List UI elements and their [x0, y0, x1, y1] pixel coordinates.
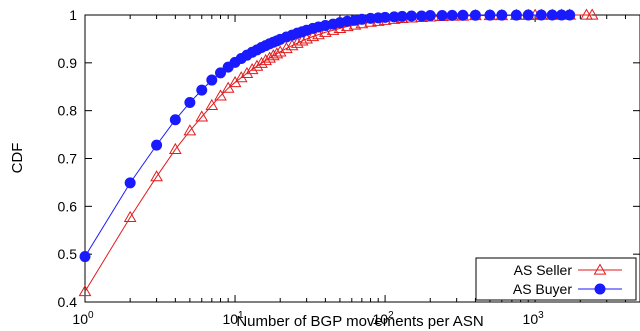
data-point [250, 59, 264, 71]
x-axis-title: Number of BGP movements per ASN [236, 313, 483, 330]
legend-swatches [578, 263, 622, 295]
data-point [496, 9, 508, 21]
data-point [123, 210, 137, 222]
y-tick-label: 1 [69, 7, 77, 23]
data-point [436, 9, 448, 21]
y-axis-title: CDF [9, 143, 26, 174]
data-point [151, 139, 163, 151]
y-tick-label: 0.4 [58, 294, 78, 310]
data-point [234, 71, 248, 83]
data-point [273, 45, 287, 57]
y-tick-label: 0.7 [58, 151, 78, 167]
data-point [306, 30, 320, 42]
data-point [484, 9, 496, 21]
data-point [270, 47, 284, 59]
data-point [245, 63, 259, 75]
data-point [469, 9, 481, 21]
y-tick-label: 0.9 [58, 55, 78, 71]
data-point [266, 49, 280, 61]
tick-labels: 0.4 0.5 0.6 0.7 0.8 0.9 1 100 101 102 103 [58, 7, 545, 327]
data-point [535, 9, 547, 21]
data-point [300, 32, 313, 44]
data-point [124, 177, 136, 189]
series-line [84, 14, 593, 292]
data-point [150, 170, 163, 182]
data-point [510, 9, 522, 21]
data-point [169, 114, 181, 126]
data-point [221, 81, 235, 93]
data-point [546, 9, 558, 21]
data-point [263, 51, 276, 63]
x-tick-label: 103 [523, 310, 545, 327]
legend-label-buyer: AS Buyer [513, 281, 572, 297]
legend-marker [593, 263, 607, 275]
data-point [196, 84, 208, 96]
legend-label-seller: AS Seller [514, 262, 573, 278]
y-tick-label: 0.5 [58, 246, 78, 262]
legend: AS Seller AS Buyer [475, 257, 637, 301]
series-line [84, 14, 570, 257]
data-point [406, 10, 418, 22]
data-point [424, 9, 436, 21]
data-point [79, 251, 91, 263]
data-point [585, 8, 599, 20]
x-tick-label: 100 [72, 310, 94, 327]
data-point [168, 142, 182, 155]
data-point [280, 41, 293, 54]
data-point [290, 36, 304, 48]
y-tick-label: 0.8 [58, 103, 78, 119]
data-point [240, 66, 254, 78]
series-as-buyer [79, 9, 576, 263]
data-point [564, 9, 576, 21]
data-point [396, 10, 408, 22]
data-point [184, 97, 196, 109]
y-tick-label: 0.6 [58, 198, 78, 214]
data-point [295, 34, 309, 46]
data-point [78, 284, 92, 297]
data-point [446, 9, 458, 21]
series-layer [78, 8, 599, 297]
x-tick-label: 101 [222, 310, 244, 327]
data-point [205, 98, 219, 111]
legend-marker [594, 283, 606, 295]
data-point [379, 11, 391, 23]
data-point [522, 9, 534, 21]
data-point [580, 8, 593, 20]
data-point [206, 74, 218, 86]
data-point [319, 25, 332, 37]
x-tick-label: 102 [373, 310, 395, 327]
data-point [214, 89, 227, 101]
data-point [215, 67, 227, 79]
data-point [285, 39, 299, 51]
data-point [195, 110, 209, 122]
legend-box [475, 257, 637, 301]
series-as-seller [78, 8, 599, 297]
data-point [183, 124, 197, 136]
data-point [457, 9, 469, 21]
